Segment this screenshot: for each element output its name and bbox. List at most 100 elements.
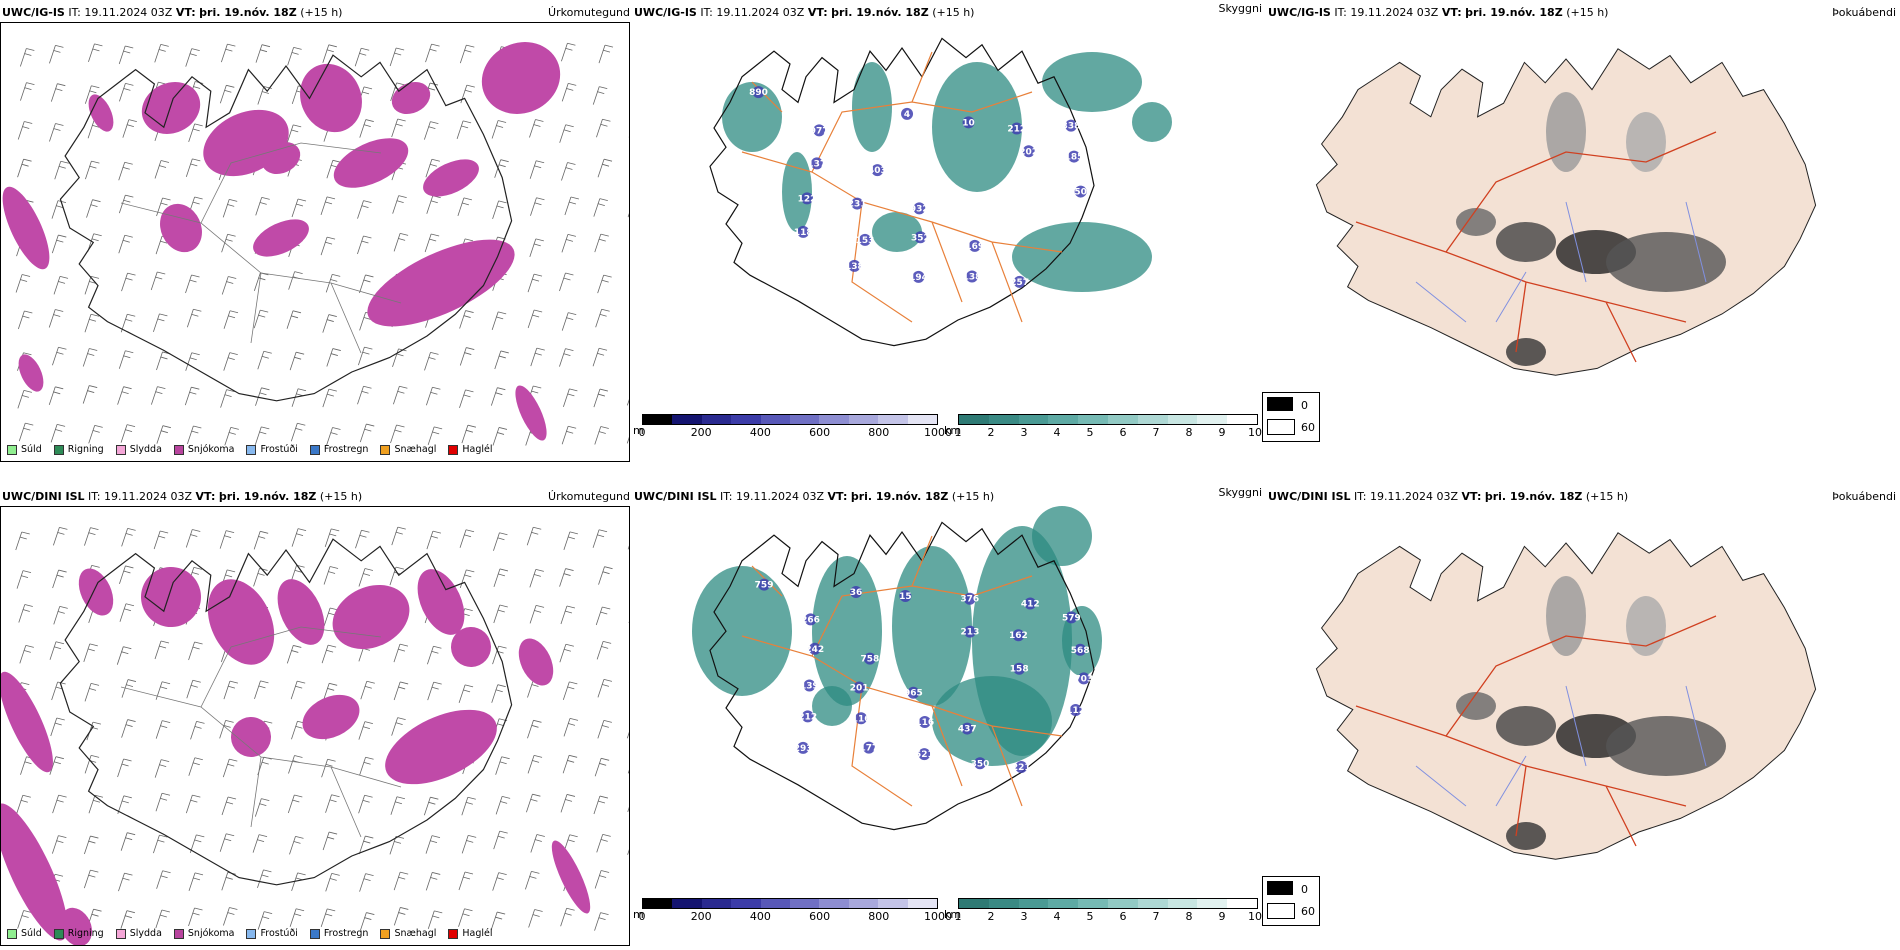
visibility-tick: 5 bbox=[1086, 910, 1094, 923]
wind-barb bbox=[491, 120, 507, 139]
wind-barb bbox=[219, 833, 235, 852]
legend-item-rigning: Rigning bbox=[53, 444, 104, 455]
panel-header: UWC/IG-IS IT: 19.11.2024 03Z VT: þri. 19… bbox=[634, 6, 974, 19]
wind-barb bbox=[393, 871, 409, 891]
fog-swatch-high bbox=[1267, 397, 1293, 411]
vis-map[interactable]: 759 266 758 965 437 221 579 242 201 116 350 412 568 1… bbox=[632, 506, 1264, 916]
wind-barb bbox=[86, 199, 101, 218]
wind-barb bbox=[154, 160, 170, 179]
ceiling-marker bbox=[1065, 611, 1078, 624]
wind-barb bbox=[592, 347, 608, 367]
wind-barb bbox=[18, 604, 33, 623]
fog-map[interactable] bbox=[1266, 22, 1898, 442]
snow-area bbox=[515, 385, 547, 441]
wind-barb bbox=[598, 566, 613, 585]
precip-map[interactable] bbox=[1, 23, 630, 462]
low-visibility-area bbox=[1042, 52, 1142, 112]
wind-barb bbox=[529, 238, 544, 258]
ceiling-value: 890 bbox=[749, 88, 768, 98]
ceiling-marker bbox=[1074, 185, 1087, 198]
wind-barb bbox=[529, 119, 544, 138]
ceiling-marker bbox=[871, 164, 884, 177]
precip-map[interactable] bbox=[1, 507, 630, 946]
wind-barb bbox=[326, 348, 341, 367]
wind-barb bbox=[426, 386, 441, 406]
wind-barb bbox=[19, 644, 34, 664]
ceiling-value: 116 bbox=[852, 714, 871, 724]
wind-barb bbox=[17, 910, 32, 929]
wind-barb bbox=[459, 347, 475, 366]
wind-barb bbox=[185, 48, 200, 67]
vis-map[interactable]: 890 977 403 932 169 257 338 137 231 352 138 212 185 1… bbox=[632, 22, 1264, 432]
legend-label: Snæhagl bbox=[394, 444, 437, 455]
panel-header: UWC/DINI ISL IT: 19.11.2024 03Z VT: þri.… bbox=[1268, 490, 1628, 503]
fog-map[interactable] bbox=[1266, 506, 1898, 926]
wind-barb bbox=[322, 388, 337, 408]
vt-label: VT: bbox=[195, 490, 216, 503]
wind-barb bbox=[289, 908, 305, 927]
roads bbox=[741, 535, 1063, 807]
wind-barb bbox=[626, 399, 629, 406]
wind-barb bbox=[459, 44, 475, 64]
ceiling-value: 437 bbox=[958, 725, 977, 735]
fog-area bbox=[1496, 222, 1556, 262]
it-value: 19.11.2024 03Z bbox=[1370, 490, 1459, 503]
ceiling-marker bbox=[855, 712, 868, 725]
wind-barb bbox=[458, 684, 474, 704]
it-value: 19.11.2024 03Z bbox=[716, 6, 805, 19]
height-tick: 0 bbox=[638, 910, 646, 923]
visibility-colorbar-swatches bbox=[958, 414, 1258, 425]
height-colorbar-swatches bbox=[642, 898, 938, 909]
ceiling-marker bbox=[1077, 672, 1090, 685]
legend-swatch bbox=[309, 444, 320, 455]
panel-header: UWC/DINI ISL IT: 19.11.2024 03Z VT: þri.… bbox=[634, 490, 994, 503]
wind-barb bbox=[389, 566, 405, 586]
wind-barb bbox=[527, 273, 543, 293]
wind-barb bbox=[119, 82, 134, 102]
ceiling-value: 212 bbox=[798, 712, 817, 722]
wind-barb bbox=[393, 643, 409, 663]
wind-barb bbox=[595, 308, 610, 328]
wind-barb bbox=[559, 568, 574, 587]
precip-panel-title: Úrkomutegund bbox=[548, 490, 630, 503]
snow-area bbox=[332, 584, 410, 650]
ceiling-value: 116 bbox=[915, 718, 934, 728]
wind-barb bbox=[120, 910, 135, 929]
wind-barb bbox=[561, 162, 576, 181]
wind-barb bbox=[17, 310, 33, 330]
vt-label: VT: bbox=[807, 6, 828, 19]
ceiling-marker bbox=[758, 578, 771, 591]
wind-barb bbox=[359, 912, 375, 931]
vis-panel-title: Skyggni bbox=[1218, 486, 1262, 499]
wind-barb bbox=[154, 640, 170, 660]
ceiling-marker bbox=[848, 259, 861, 272]
legend-swatch bbox=[448, 928, 459, 939]
fog-label-high: 0 bbox=[1301, 883, 1308, 896]
wind-barb bbox=[359, 756, 374, 776]
fog-label-low: 60 bbox=[1301, 905, 1315, 918]
legend-swatch bbox=[309, 928, 320, 939]
wind-barb bbox=[459, 569, 475, 589]
it-value: 19.11.2024 03Z bbox=[104, 490, 193, 503]
wind-barb bbox=[120, 424, 136, 443]
ceiling-value: 242 bbox=[805, 645, 824, 655]
ceiling-value: 231 bbox=[848, 200, 867, 210]
snow-area bbox=[367, 239, 515, 327]
height-tick: 200 bbox=[690, 426, 712, 439]
wind-barb bbox=[155, 720, 171, 739]
wind-barb bbox=[49, 123, 64, 142]
wind-barb bbox=[596, 641, 612, 660]
it-value: 19.11.2024 03Z bbox=[1350, 6, 1439, 19]
wind-barb bbox=[84, 527, 99, 546]
ceiling-value: 122 bbox=[798, 194, 817, 204]
fog-index-panel: UWC/DINI ISL IT: 19.11.2024 03Z VT: þri.… bbox=[1262, 484, 1898, 949]
roads bbox=[741, 51, 1063, 323]
wind-barb bbox=[358, 346, 373, 366]
legend-label: Haglél bbox=[462, 444, 493, 455]
wind-barb bbox=[48, 386, 64, 405]
snow-area bbox=[160, 203, 202, 253]
wind-barb bbox=[255, 196, 270, 216]
fog-area bbox=[1506, 822, 1546, 850]
ceiling-value: 703 bbox=[1074, 674, 1093, 684]
wind-barb bbox=[427, 426, 443, 445]
